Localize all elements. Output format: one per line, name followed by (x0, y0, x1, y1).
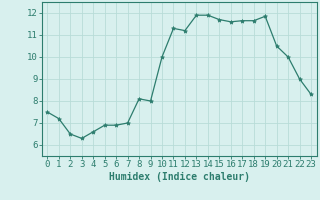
X-axis label: Humidex (Indice chaleur): Humidex (Indice chaleur) (109, 172, 250, 182)
